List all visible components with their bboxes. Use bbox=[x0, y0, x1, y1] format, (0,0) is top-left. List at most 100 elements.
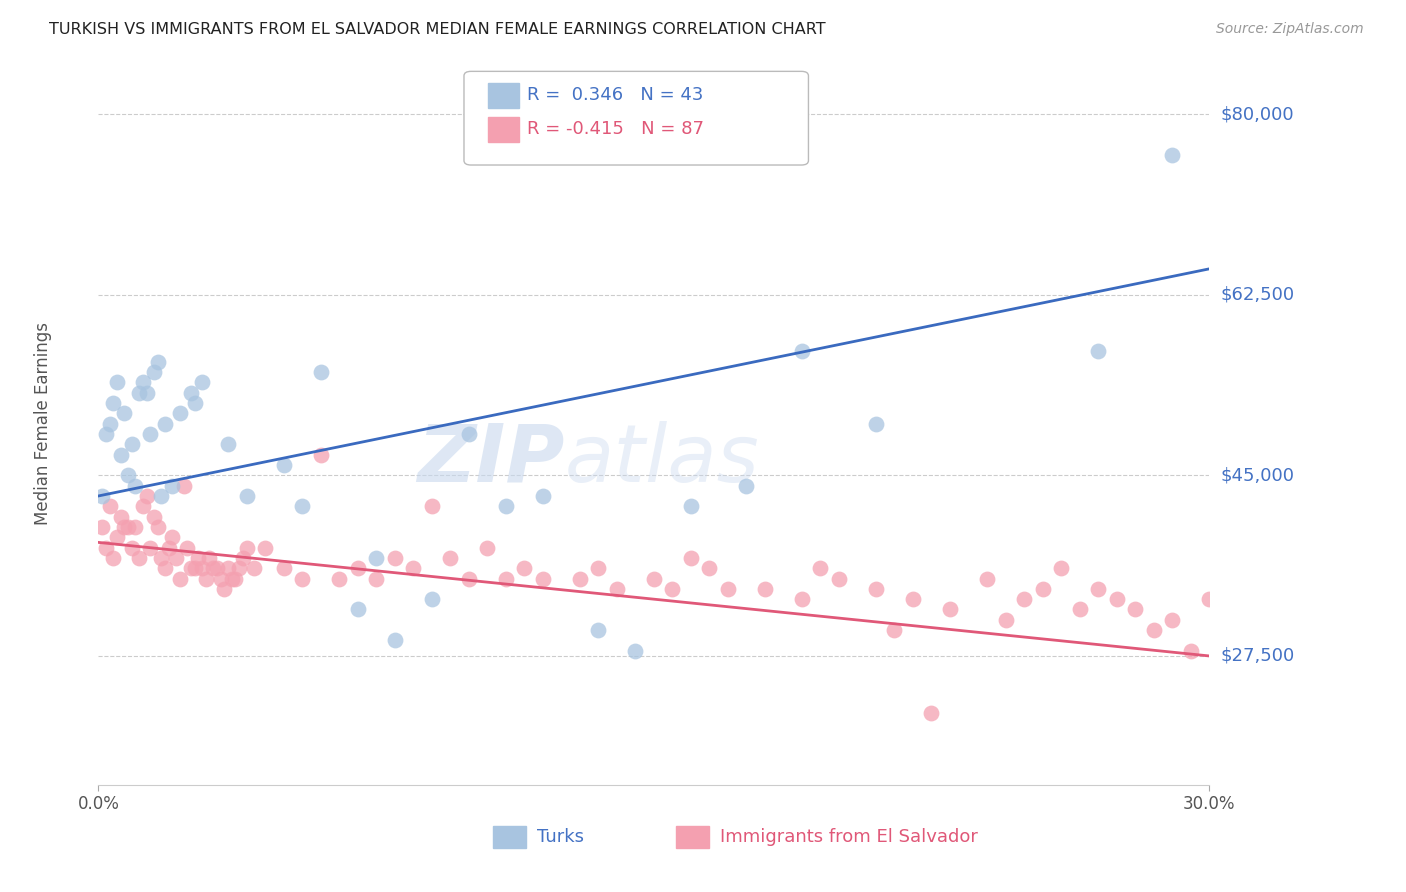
Point bbox=[121, 437, 143, 451]
Point bbox=[588, 623, 610, 637]
Point bbox=[1105, 592, 1128, 607]
Point bbox=[112, 406, 135, 420]
Point bbox=[232, 550, 254, 565]
Point bbox=[187, 550, 209, 565]
Point bbox=[112, 520, 135, 534]
Point bbox=[1161, 148, 1184, 162]
Point bbox=[202, 561, 225, 575]
Text: ZIP: ZIP bbox=[418, 421, 565, 499]
Point bbox=[1012, 592, 1035, 607]
Point bbox=[94, 541, 117, 555]
Point bbox=[384, 550, 406, 565]
Point bbox=[169, 406, 191, 420]
Point bbox=[457, 427, 479, 442]
Point bbox=[679, 550, 702, 565]
Point bbox=[790, 592, 813, 607]
Text: $62,500: $62,500 bbox=[1220, 285, 1295, 303]
Point bbox=[661, 582, 683, 596]
Point bbox=[420, 500, 443, 514]
Point bbox=[643, 572, 665, 586]
Point bbox=[110, 509, 132, 524]
Point bbox=[475, 541, 499, 555]
Point bbox=[180, 385, 202, 400]
Text: $27,500: $27,500 bbox=[1220, 647, 1295, 665]
Point bbox=[588, 561, 610, 575]
Point bbox=[402, 561, 425, 575]
Point bbox=[1087, 582, 1109, 596]
Point bbox=[531, 572, 554, 586]
Point bbox=[209, 572, 232, 586]
Point bbox=[1087, 344, 1109, 359]
Point bbox=[221, 572, 243, 586]
FancyBboxPatch shape bbox=[492, 826, 526, 847]
Point bbox=[214, 582, 236, 596]
Point bbox=[828, 572, 851, 586]
Point bbox=[124, 520, 146, 534]
Point bbox=[139, 427, 162, 442]
Text: atlas: atlas bbox=[565, 421, 759, 499]
Text: Immigrants from El Salvador: Immigrants from El Salvador bbox=[720, 828, 979, 846]
Text: R =  0.346   N = 43: R = 0.346 N = 43 bbox=[527, 87, 703, 104]
Point bbox=[146, 355, 169, 369]
Point bbox=[735, 478, 758, 492]
Point bbox=[457, 572, 479, 586]
Point bbox=[939, 602, 962, 616]
Point bbox=[754, 582, 776, 596]
Point bbox=[865, 417, 887, 431]
Point bbox=[699, 561, 721, 575]
Point bbox=[176, 541, 198, 555]
Point bbox=[1180, 644, 1202, 658]
Point bbox=[91, 520, 114, 534]
FancyBboxPatch shape bbox=[676, 826, 710, 847]
Point bbox=[173, 478, 195, 492]
Point bbox=[1161, 613, 1184, 627]
Point bbox=[495, 500, 517, 514]
Point bbox=[183, 561, 205, 575]
Text: Source: ZipAtlas.com: Source: ZipAtlas.com bbox=[1216, 22, 1364, 37]
Point bbox=[146, 520, 169, 534]
Point bbox=[717, 582, 740, 596]
Point bbox=[624, 644, 647, 658]
Point bbox=[162, 478, 184, 492]
Point bbox=[273, 458, 295, 472]
Point bbox=[150, 489, 173, 503]
Point bbox=[994, 613, 1017, 627]
Point bbox=[121, 541, 143, 555]
Point bbox=[162, 530, 184, 544]
Point bbox=[205, 561, 228, 575]
Point bbox=[124, 478, 146, 492]
Point bbox=[143, 365, 166, 379]
Point bbox=[135, 385, 157, 400]
Point bbox=[235, 541, 257, 555]
Point bbox=[606, 582, 628, 596]
Point bbox=[1198, 592, 1220, 607]
Point bbox=[976, 572, 998, 586]
Point bbox=[132, 376, 155, 390]
Point bbox=[495, 572, 517, 586]
Point bbox=[194, 572, 217, 586]
Text: R = -0.415   N = 87: R = -0.415 N = 87 bbox=[527, 120, 704, 138]
Point bbox=[513, 561, 536, 575]
Point bbox=[439, 550, 461, 565]
Point bbox=[105, 530, 128, 544]
Point bbox=[1032, 582, 1054, 596]
Point bbox=[143, 509, 166, 524]
Point bbox=[273, 561, 295, 575]
Point bbox=[139, 541, 162, 555]
Point bbox=[346, 602, 368, 616]
Point bbox=[328, 572, 350, 586]
Text: $45,000: $45,000 bbox=[1220, 467, 1295, 484]
Point bbox=[420, 592, 443, 607]
Text: Median Female Earnings: Median Female Earnings bbox=[34, 322, 52, 525]
Point bbox=[1123, 602, 1146, 616]
Point bbox=[291, 500, 314, 514]
Point bbox=[531, 489, 554, 503]
Point bbox=[883, 623, 905, 637]
Point bbox=[183, 396, 205, 410]
Point bbox=[921, 706, 943, 720]
Point bbox=[568, 572, 591, 586]
Point bbox=[180, 561, 202, 575]
Point bbox=[103, 396, 125, 410]
Point bbox=[790, 344, 813, 359]
Text: Turks: Turks bbox=[537, 828, 583, 846]
